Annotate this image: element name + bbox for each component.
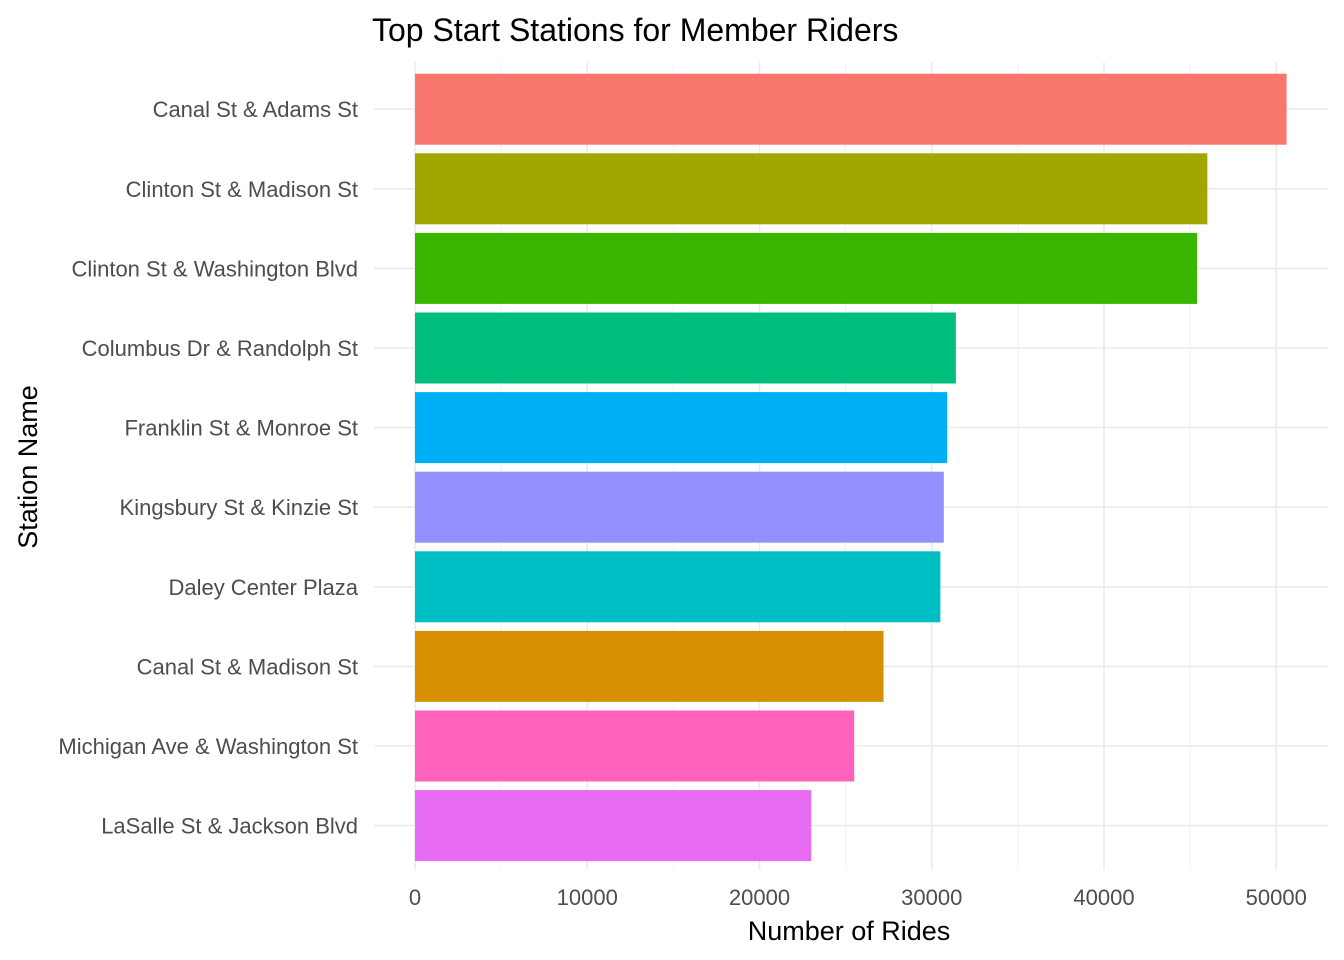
bar [415,392,948,464]
bar [415,153,1208,225]
y-axis-title: Station Name [13,385,43,549]
y-axis-tick-labels: Canal St & Adams St Clinton St & Madison … [58,97,358,838]
bar [415,630,884,702]
y-tick-label: Canal St & Madison St [137,654,358,679]
y-tick-label: Franklin St & Monroe St [124,416,358,441]
y-tick-label: Clinton St & Madison St [126,177,358,202]
x-tick-label: 50000 [1246,885,1307,910]
y-tick-label: Canal St & Adams St [153,97,358,122]
x-tick-label: 30000 [901,885,962,910]
x-tick-label: 40000 [1073,885,1134,910]
y-tick-label: Columbus Dr & Randolph St [82,336,358,361]
bar [415,471,944,543]
y-tick-label: Michigan Ave & Washington St [58,734,358,759]
bar [415,710,855,782]
y-tick-label: Clinton St & Washington Blvd [71,256,358,281]
x-tick-label: 20000 [729,885,790,910]
bar [415,551,941,623]
bar [415,790,812,862]
x-tick-label: 10000 [557,885,618,910]
x-axis-tick-labels: 0 10000 20000 30000 40000 50000 [409,885,1307,910]
x-tick-label: 0 [409,885,421,910]
x-axis-title: Number of Rides [748,916,951,946]
bar [415,73,1287,145]
y-tick-label: LaSalle St & Jackson Blvd [101,814,358,839]
bars [415,73,1287,862]
y-tick-label: Daley Center Plaza [168,575,358,600]
y-tick-label: Kingsbury St & Kinzie St [120,495,358,520]
bar [415,232,1198,304]
chart-title: Top Start Stations for Member Riders [372,12,898,48]
bar [415,312,956,384]
